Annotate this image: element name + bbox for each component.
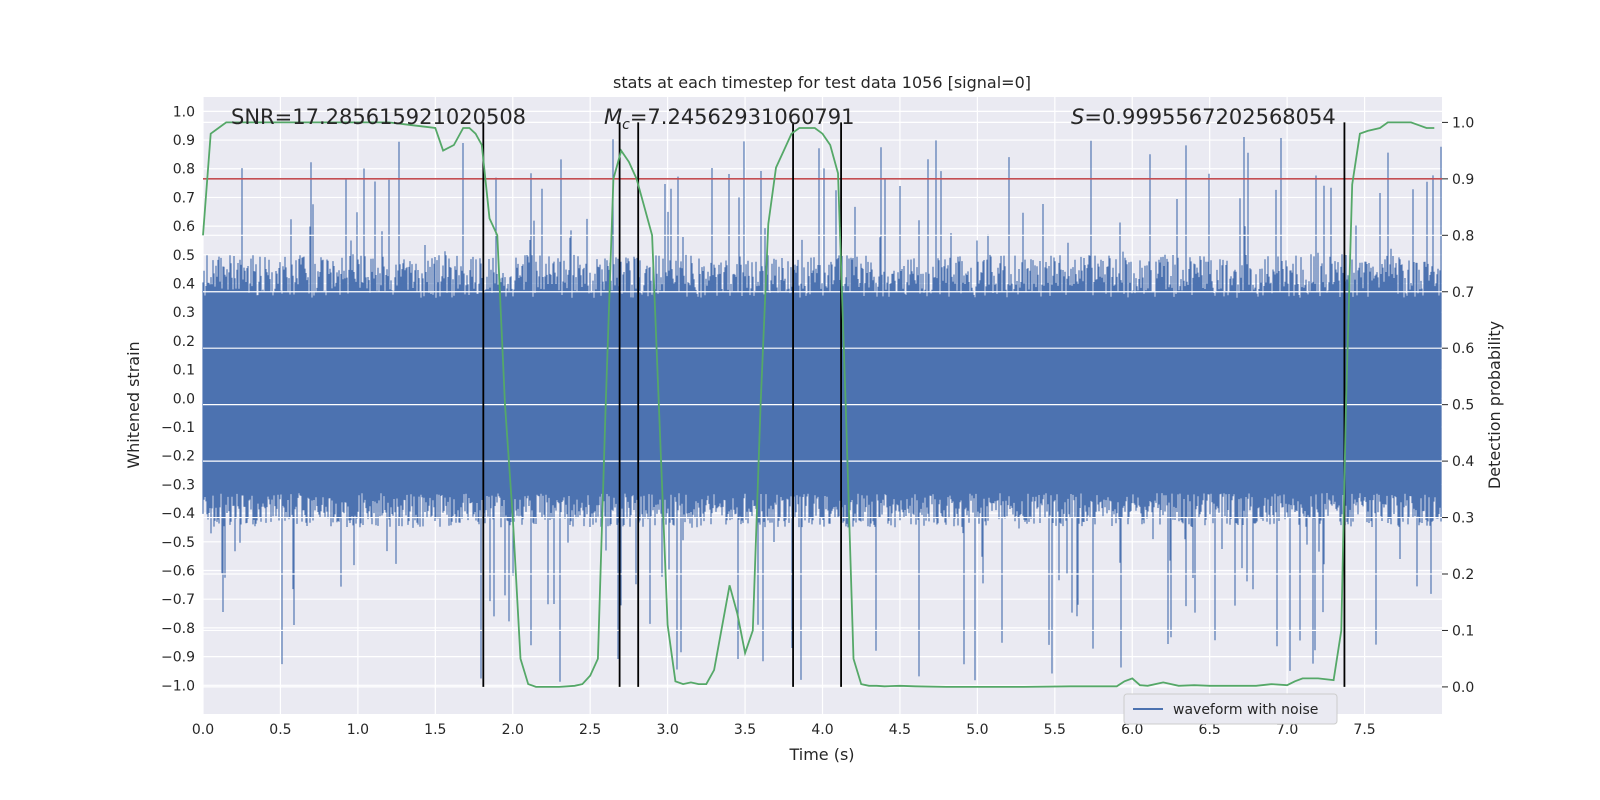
y-tick-label: 0.3 — [173, 305, 195, 321]
y-tick-label: −0.9 — [161, 650, 195, 666]
detection-probability-line — [202, 121, 1435, 688]
y-axis-ticks: 1.0 0.9 0.8 0.7 0.6 0.5 0.4 0.3 0.2 0.1 0.0 −0.1 −0.… — [161, 104, 195, 694]
y-tick-label: −0.8 — [161, 621, 195, 637]
x-tick-label: 0.5 — [269, 722, 291, 738]
x-tick-label: 4.5 — [889, 722, 911, 738]
y2-tick-label: 0.4 — [1452, 454, 1474, 470]
snr-annotation: SNR=17.285615921020508 — [231, 105, 526, 129]
y-tick-label: −0.1 — [161, 420, 195, 436]
x-axis-label: Time (s) — [788, 745, 854, 764]
chirp-mass-subscript: c — [622, 117, 630, 133]
x-tick-label: 5.0 — [966, 722, 988, 738]
x-tick-label: 5.5 — [1044, 722, 1066, 738]
legend: waveform with noise — [1123, 693, 1338, 725]
y-tick-label: −0.2 — [161, 449, 195, 465]
y2-tick-label: 0.3 — [1452, 511, 1474, 527]
y-tick-label: −0.7 — [161, 592, 195, 608]
x-tick-label: 3.5 — [734, 722, 756, 738]
y-tick-label: 0.8 — [173, 162, 195, 178]
legend-box — [1123, 693, 1338, 725]
y2-tick-label: 0.1 — [1452, 623, 1474, 639]
y-tick-label: 0.6 — [173, 219, 195, 235]
x-tick-label: 1.5 — [424, 722, 446, 738]
y2-tick-label: 0.2 — [1452, 567, 1474, 583]
y-tick-label: 0.9 — [173, 133, 195, 149]
x-tick-label: 2.5 — [579, 722, 601, 738]
y-tick-label: 0.7 — [173, 190, 195, 206]
y-tick-label: −0.4 — [161, 506, 195, 522]
y-tick-label: 0.4 — [173, 277, 195, 293]
y2-tick-label: 0.8 — [1452, 228, 1474, 244]
y-tick-label: −1.0 — [161, 678, 195, 694]
chart-title: stats at each timestep for test data 105… — [613, 73, 1031, 92]
x-tick-label: 7.5 — [1353, 722, 1375, 738]
chirp-mass-annotation: Mc=7.24562931060791 — [604, 105, 855, 133]
y-axis-label: Whitened strain — [124, 341, 143, 468]
x-tick-label: 4.0 — [811, 722, 833, 738]
y2-axis-label: Detection probability — [1485, 321, 1504, 489]
s-symbol: S — [1071, 105, 1084, 129]
y2-tick-label: 0.9 — [1452, 172, 1474, 188]
x-tick-label: 3.0 — [656, 722, 678, 738]
y2-tick-label: 0.5 — [1452, 398, 1474, 414]
x-tick-label: 2.0 — [502, 722, 524, 738]
s-value: =0.9995567202568054 — [1084, 105, 1335, 129]
y2-tick-label: 1.0 — [1452, 115, 1474, 131]
x-tick-label: 0.0 — [192, 722, 214, 738]
y-tick-label: −0.6 — [161, 564, 195, 580]
y-tick-label: 0.5 — [173, 248, 195, 264]
x-tick-label: 6.0 — [1121, 722, 1143, 738]
y-tick-label: 0.1 — [173, 363, 195, 379]
y2-tick-label: 0.7 — [1452, 285, 1474, 301]
y2-axis-ticks: 1.0 0.9 0.8 0.7 0.6 0.5 0.4 0.3 0.2 0.1 0.0 — [1442, 115, 1474, 696]
y-tick-label: 0.2 — [173, 334, 195, 350]
s-annotation: S=0.9995567202568054 — [1071, 105, 1336, 129]
vertical-event-lines — [482, 122, 1346, 687]
legend-label-waveform: waveform with noise — [1173, 702, 1318, 718]
y-tick-label: −0.3 — [161, 477, 195, 493]
x-tick-label: 1.0 — [347, 722, 369, 738]
y-tick-label: 1.0 — [173, 104, 195, 120]
x-axis-ticks: 0.0 0.5 1.0 1.5 2.0 2.5 3.0 3.5 4.0 4.5 5.0 5.5 6.0 6… — [192, 722, 1376, 738]
x-tick-label: 7.0 — [1276, 722, 1298, 738]
y-tick-label: 0.0 — [173, 391, 195, 407]
y2-tick-label: 0.0 — [1452, 680, 1474, 696]
x-tick-label: 6.5 — [1199, 722, 1221, 738]
chirp-mass-value: =7.24562931060791 — [630, 105, 855, 129]
y-tick-label: −0.5 — [161, 535, 195, 551]
chirp-mass-symbol: M — [604, 105, 622, 129]
y2-tick-label: 0.6 — [1452, 341, 1474, 357]
